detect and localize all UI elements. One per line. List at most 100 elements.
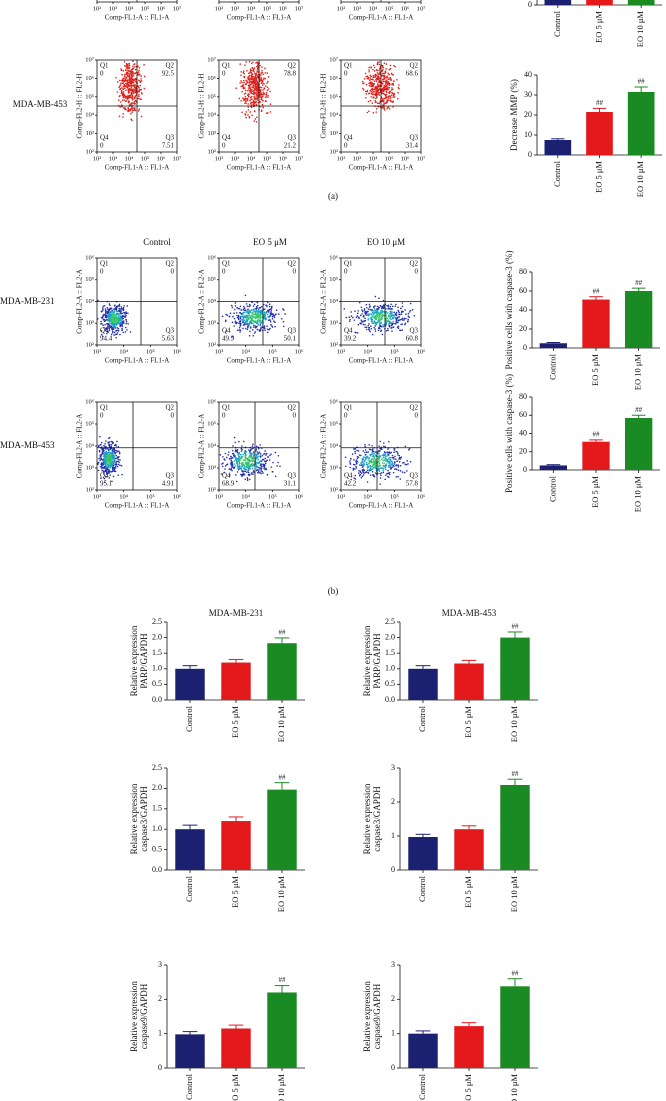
event-dot (362, 321, 364, 323)
event-dot (237, 460, 239, 463)
event-dot (367, 76, 370, 79)
event-dot (250, 454, 252, 456)
event-dot (121, 73, 123, 76)
event-dot (125, 108, 127, 111)
event-dot (265, 95, 268, 97)
event-dot (388, 307, 390, 309)
event-dot (126, 75, 129, 77)
event-dot (97, 469, 100, 472)
event-dot (262, 91, 265, 94)
event-dot (260, 468, 263, 471)
event-dot (275, 313, 277, 315)
event-dot (102, 466, 104, 469)
event-dot (363, 314, 365, 317)
x-tick-label: EO 5 μM (593, 161, 603, 193)
event-dot (117, 463, 120, 466)
event-dot (382, 306, 385, 309)
event-dot (100, 330, 103, 332)
x-axis-label: Comp-FL1-A :: FL1-A (349, 14, 414, 22)
event-dot (123, 305, 125, 307)
x-tick-label: 10² (337, 155, 346, 162)
event-dot (113, 312, 115, 314)
event-dot (123, 64, 126, 67)
event-dot (104, 314, 107, 316)
event-dot (238, 453, 240, 455)
event-dot (106, 311, 109, 314)
event-dot (273, 316, 276, 319)
event-dot (121, 317, 124, 320)
event-dot (374, 328, 376, 330)
event-dot (231, 321, 234, 324)
event-dot (242, 311, 245, 314)
bar (539, 343, 567, 348)
event-dot (132, 84, 134, 87)
event-dot (99, 444, 102, 446)
event-dot (400, 329, 402, 332)
event-dot (121, 315, 124, 317)
event-dot (113, 313, 115, 316)
event-dot (392, 326, 395, 328)
event-dot (225, 464, 228, 466)
event-dot (138, 93, 140, 96)
event-dot (110, 456, 112, 459)
event-dot (128, 90, 130, 93)
event-dot (247, 109, 250, 111)
event-dot (277, 313, 280, 315)
event-dot (106, 332, 108, 335)
event-dot (378, 88, 381, 90)
event-dot (395, 321, 398, 323)
event-dot (253, 308, 256, 310)
event-dot (122, 116, 124, 118)
event-dot (126, 63, 129, 65)
event-dot (235, 87, 237, 90)
event-dot (270, 323, 272, 326)
event-dot (98, 457, 100, 460)
quadrant-name: Q4 (100, 134, 109, 142)
event-dot (243, 464, 245, 466)
event-dot (391, 330, 393, 332)
event-dot (280, 317, 283, 320)
event-dot (110, 459, 112, 462)
event-dot (252, 459, 254, 461)
event-dot (124, 73, 126, 76)
event-dot (264, 460, 267, 463)
event-dot (262, 465, 265, 467)
event-dot (100, 465, 103, 468)
event-dot (270, 309, 273, 311)
event-dot (131, 102, 134, 104)
event-dot (386, 99, 389, 102)
event-dot (243, 468, 246, 470)
event-dot (389, 305, 392, 308)
event-dot (394, 305, 397, 308)
event-dot (255, 309, 258, 311)
event-dot (116, 332, 119, 334)
event-dot (249, 99, 251, 102)
event-dot (258, 329, 260, 331)
event-dot (365, 96, 367, 99)
event-dot (367, 318, 369, 320)
event-dot (382, 68, 384, 71)
event-dot (108, 457, 111, 460)
event-dot (382, 324, 384, 326)
event-dot (132, 81, 135, 83)
quadrant-name: Q2 (287, 260, 296, 268)
event-dot (234, 457, 237, 460)
event-dot (372, 68, 374, 71)
event-dot (240, 309, 243, 311)
event-dot (244, 87, 246, 89)
x-tick-label: 10⁷ (417, 155, 426, 162)
event-dot (389, 97, 392, 99)
event-dot (258, 462, 260, 465)
event-dot (374, 311, 377, 314)
event-dot (134, 96, 136, 98)
event-dot (108, 329, 111, 332)
event-dot (401, 317, 404, 320)
event-dot (264, 77, 267, 80)
y-tick-label: 10⁶ (329, 75, 338, 82)
event-dot (246, 315, 249, 318)
event-dot (247, 326, 249, 329)
event-dot (248, 310, 251, 312)
event-dot (389, 310, 392, 313)
event-dot (97, 318, 99, 320)
event-dot (116, 327, 119, 329)
